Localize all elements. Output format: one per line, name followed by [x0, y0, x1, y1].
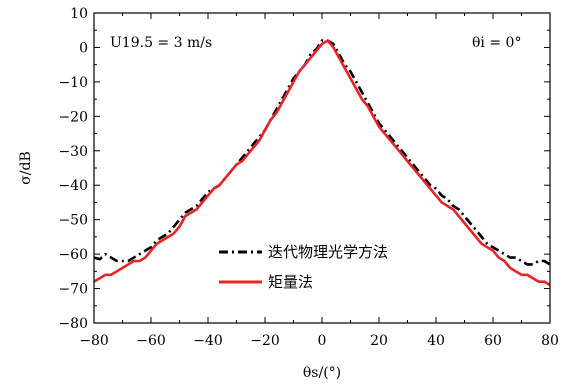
plot-frame	[93, 12, 551, 324]
x-axis-label: θs/(°)	[303, 365, 341, 381]
x-tick-label: −40	[193, 333, 223, 349]
series-line-iterative-po	[93, 39, 551, 266]
x-tick-label: 80	[541, 333, 559, 349]
y-tick-label: −80	[58, 316, 88, 332]
ticks-group: −80 −60 −40 −20 0 20 40 60 80100−10−20−30−40−50−…	[58, 6, 558, 349]
y-tick-label: −50	[58, 213, 88, 229]
x-tick-label: −80	[79, 333, 109, 349]
x-tick-label: −20	[250, 333, 280, 349]
legend-label-iterative-po: 迭代物理光学方法	[268, 243, 388, 261]
incidence-annotation: θi = 0°	[472, 35, 521, 51]
x-tick-label: 0	[318, 333, 327, 349]
y-tick-label: −10	[58, 75, 88, 91]
x-tick-label: 60	[484, 333, 502, 349]
y-tick-label: −30	[58, 144, 88, 160]
x-tick-label: 20	[370, 333, 388, 349]
wind-speed-annotation: U19.5 = 3 m/s	[110, 35, 212, 51]
y-tick-label: 0	[79, 40, 88, 56]
y-tick-label: 10	[70, 6, 88, 22]
series-line-mom	[93, 39, 551, 287]
legend: 迭代物理光学方法 矩量法	[219, 243, 388, 291]
y-tick-label: −70	[58, 282, 88, 298]
x-tick-label: −60	[136, 333, 166, 349]
y-tick-label: −40	[58, 178, 88, 194]
legend-label-mom: 矩量法	[268, 273, 313, 291]
y-tick-label: −20	[58, 109, 88, 125]
y-tick-label: −60	[58, 247, 88, 263]
series-group	[93, 39, 551, 287]
y-axis-label: σ/dB	[18, 151, 34, 185]
x-tick-label: 40	[427, 333, 445, 349]
